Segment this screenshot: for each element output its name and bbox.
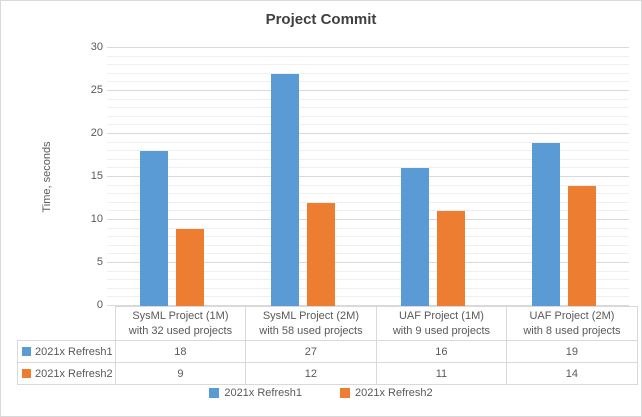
legend-item: 2021x Refresh1 <box>209 387 302 399</box>
minor-gridline <box>107 98 629 100</box>
major-gridline <box>107 133 629 134</box>
legend-label: 2021x Refresh1 <box>224 387 302 399</box>
y-axis-tick-label: 25 <box>90 84 103 96</box>
minor-gridline <box>107 244 629 246</box>
minor-gridline <box>107 253 629 255</box>
major-gridline <box>107 176 629 177</box>
minor-gridline <box>107 296 629 298</box>
minor-gridline <box>107 72 629 74</box>
minor-gridline <box>107 236 629 238</box>
y-axis-tick-label: 10 <box>90 213 103 226</box>
table-row: 2021x Refresh2 9 12 11 14 <box>17 362 638 385</box>
legend-label: 2021x Refresh2 <box>355 387 433 399</box>
minor-gridline <box>107 115 629 117</box>
series-color-swatch-icon <box>22 346 31 356</box>
category-bar-group <box>499 48 630 306</box>
bar-series-container <box>107 48 629 306</box>
y-axis-tick-label: 20 <box>90 127 103 140</box>
minor-gridline <box>107 81 629 83</box>
minor-gridline <box>107 287 629 289</box>
major-gridline <box>107 262 629 263</box>
bar-2021x-refresh2 <box>567 185 596 306</box>
chart-legend: 2021x Refresh1 2021x Refresh2 <box>1 387 641 399</box>
minor-gridline <box>107 210 629 212</box>
bar-2021x-refresh1 <box>531 142 560 306</box>
minor-gridline <box>107 201 629 203</box>
value-cell: 11 <box>375 362 508 385</box>
legend-item: 2021x Refresh2 <box>340 387 433 399</box>
minor-gridline <box>107 167 629 169</box>
major-gridline <box>107 305 629 306</box>
minor-gridline <box>107 270 629 272</box>
minor-gridline <box>107 184 629 186</box>
minor-gridline <box>107 124 629 126</box>
chart-data-table: SysML Project (1M) with 32 used projects… <box>17 306 638 385</box>
minor-gridline <box>107 193 629 195</box>
category-bar-group <box>368 48 499 306</box>
chart-title: Project Commit <box>265 11 377 28</box>
value-cell: 27 <box>245 340 377 363</box>
table-row: 2021x Refresh1 18 27 16 19 <box>17 340 638 363</box>
minor-gridline <box>107 141 629 143</box>
major-gridline <box>107 90 629 91</box>
value-cell: 16 <box>375 340 508 363</box>
minor-gridline <box>107 150 629 152</box>
y-axis-tick-label: 0 <box>96 299 103 311</box>
minor-gridline <box>107 279 629 281</box>
plot-area: 0 5 10 15 20 25 30 <box>91 42 629 311</box>
category-label: SysML Project (2M) with 58 used projects <box>245 306 377 341</box>
legend-swatch-icon <box>340 388 350 398</box>
bar-2021x-refresh2 <box>437 211 466 306</box>
value-cell: 14 <box>506 362 638 385</box>
category-label: UAF Project (1M) with 9 used projects <box>375 306 508 341</box>
bar-2021x-refresh1 <box>401 168 430 306</box>
bar-2021x-refresh2 <box>176 228 205 306</box>
y-axis-tick-label: 5 <box>96 256 103 269</box>
bar-2021x-refresh1 <box>140 151 169 306</box>
category-bar-group <box>107 48 238 306</box>
major-gridline <box>107 219 629 220</box>
category-bar-group <box>238 48 369 306</box>
series-color-swatch-icon <box>22 368 31 378</box>
minor-gridline <box>107 158 629 160</box>
series-key-cell: 2021x Refresh2 <box>17 362 116 385</box>
table-corner-cell <box>18 307 116 341</box>
value-cell: 18 <box>114 340 247 363</box>
category-label: SysML Project (1M) with 32 used projects <box>114 306 247 341</box>
minor-gridline <box>107 55 629 57</box>
bar-2021x-refresh2 <box>306 202 335 306</box>
value-cell: 9 <box>114 362 247 385</box>
major-gridline <box>107 47 629 48</box>
minor-gridline <box>107 64 629 66</box>
minor-gridline <box>107 107 629 109</box>
value-cell: 12 <box>245 362 377 385</box>
minor-gridline <box>107 227 629 229</box>
series-key-cell: 2021x Refresh1 <box>17 340 116 363</box>
y-axis-tick-label: 30 <box>90 41 103 53</box>
legend-swatch-icon <box>209 388 220 398</box>
category-label: UAF Project (2M) with 8 used projects <box>506 306 638 341</box>
value-cell: 19 <box>506 340 638 363</box>
bar-2021x-refresh1 <box>270 73 299 306</box>
y-axis-tick-label: 15 <box>90 170 103 182</box>
